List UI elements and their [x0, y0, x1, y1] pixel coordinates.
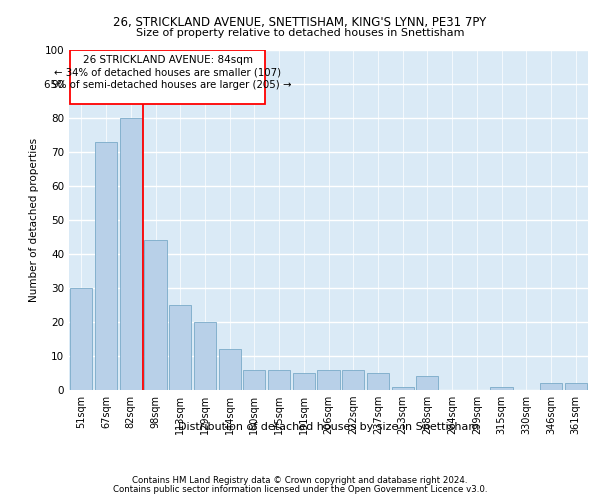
Bar: [540, 383, 562, 390]
Bar: [70, 288, 92, 390]
Bar: [194, 322, 216, 390]
Bar: [565, 383, 587, 390]
Bar: [70, 50, 265, 104]
Bar: [169, 305, 191, 390]
Bar: [317, 370, 340, 390]
Bar: [218, 349, 241, 390]
Bar: [119, 118, 142, 390]
Text: 65% of semi-detached houses are larger (205) →: 65% of semi-detached houses are larger (…: [44, 80, 292, 90]
Text: 26, STRICKLAND AVENUE, SNETTISHAM, KING'S LYNN, PE31 7PY: 26, STRICKLAND AVENUE, SNETTISHAM, KING'…: [113, 16, 487, 29]
Bar: [416, 376, 439, 390]
Text: Size of property relative to detached houses in Snettisham: Size of property relative to detached ho…: [136, 28, 464, 38]
Bar: [342, 370, 364, 390]
Text: Distribution of detached houses by size in Snettisham: Distribution of detached houses by size …: [178, 422, 479, 432]
Bar: [243, 370, 265, 390]
Bar: [392, 386, 414, 390]
Bar: [490, 386, 512, 390]
Bar: [95, 142, 117, 390]
Text: 26 STRICKLAND AVENUE: 84sqm: 26 STRICKLAND AVENUE: 84sqm: [83, 55, 253, 65]
Bar: [367, 373, 389, 390]
Y-axis label: Number of detached properties: Number of detached properties: [29, 138, 39, 302]
Text: Contains HM Land Registry data © Crown copyright and database right 2024.: Contains HM Land Registry data © Crown c…: [132, 476, 468, 485]
Text: ← 34% of detached houses are smaller (107): ← 34% of detached houses are smaller (10…: [54, 68, 281, 78]
Bar: [268, 370, 290, 390]
Text: Contains public sector information licensed under the Open Government Licence v3: Contains public sector information licen…: [113, 484, 487, 494]
Bar: [293, 373, 315, 390]
Bar: [145, 240, 167, 390]
